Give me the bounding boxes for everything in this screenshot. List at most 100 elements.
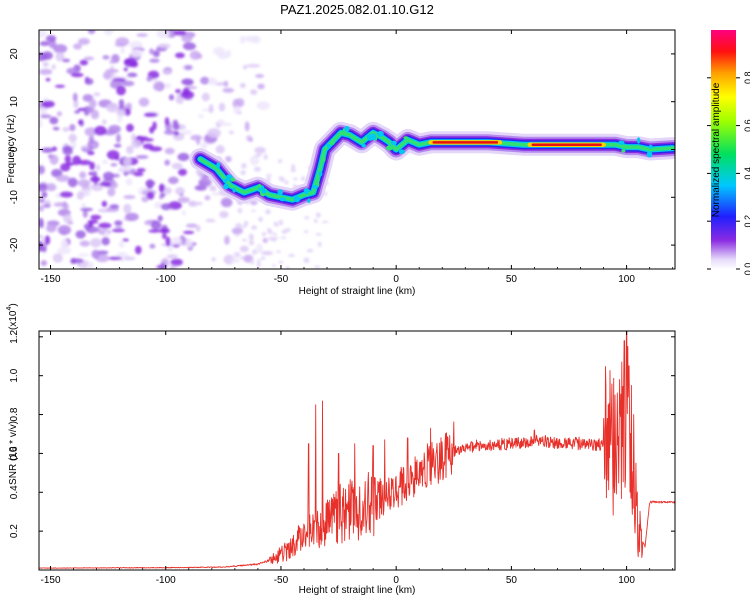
spectrogram-faint-blob [256,259,261,262]
spectrogram-x-tick-label: 0 [393,274,399,285]
spectrogram-noise-blob [53,44,68,54]
spectrogram-y-tick-label: -20 [9,237,20,252]
spectrogram-noise-blob [164,117,170,126]
spectrogram-faint-blob [265,174,273,177]
spectrogram-noise-blob [120,80,135,87]
spectrogram-noise-blob [44,235,51,245]
spectrogram-noise-blob [256,101,270,110]
spectrogram-noise-blob [88,98,97,109]
spectrogram-noise-blob [148,229,161,233]
spectrogram-noise-blob [78,38,90,45]
spectrogram-noise-blob [89,161,96,171]
spectrogram-noise-blob [90,109,100,120]
spectrogram-noise-blob [88,135,95,144]
colorbar-gradient [711,30,736,269]
spectrogram-noise-blob [239,82,246,89]
spectrogram-noise-blob [87,30,96,35]
spectrogram-noise-blob [89,176,101,183]
spectrogram-noise-blob [170,258,183,266]
spectrogram-ridge-blob [232,187,236,193]
spectrogram-noise-blob [228,130,234,135]
spectrogram-faint-blob [321,220,329,223]
snr-y-tick-label: 0.8 [9,407,20,421]
spectrogram-noise-blob [113,143,122,148]
spectrogram-faint-blob [301,176,306,182]
spectrogram-noise-blob [79,171,87,179]
spectrogram-y-tick-label: 0 [9,146,20,152]
spectrogram-y-tick-label: 20 [9,48,20,60]
spectrogram-noise-blob [123,157,131,168]
spectrogram-faint-blob [235,254,240,258]
spectrogram-y-tick-label: -10 [9,190,20,205]
spectrogram-noise-blob [39,41,51,46]
spectrogram-noise-blob [69,124,76,132]
spectrogram-ridge-blob [621,148,626,153]
spectrogram-faint-blob [240,255,244,260]
spectrogram-noise-blob [46,183,57,192]
spectrogram-noise-blob [108,256,123,261]
spectrogram-ridge-blob [312,184,318,189]
spectrogram-x-tick-label: -100 [156,274,176,285]
spectrogram-noise-blob [109,204,120,209]
spectrogram-noise-blob [42,61,49,68]
spectrogram-noise-blob [215,145,225,154]
spectrogram-noise-blob [75,230,86,239]
spectrogram-noise-blob [102,119,107,125]
spectrogram-faint-blob [252,249,257,255]
spectrogram-noise-blob [138,97,150,107]
spectrogram-noise-blob [116,85,126,96]
spectrogram-noise-blob [163,130,177,135]
spectrogram-noise-blob [214,82,227,86]
spectrogram-noise-blob [98,222,112,229]
snr-x-tick-label: 100 [618,575,635,586]
spectrogram-ridge-blob [230,177,236,182]
spectrogram-noise-blob [162,233,167,239]
spectrogram-noise-blob [181,78,194,86]
spectrogram-noise-blob [52,253,63,263]
spectrogram-noise-blob [77,179,91,187]
spectrogram-noise-blob [136,168,146,173]
spectrogram-ridge-blob [318,171,323,177]
spectrogram-faint-blob [303,257,310,263]
spectrogram-noise-blob [39,197,45,204]
spectrogram-noise-blob [41,191,48,198]
spectrogram-noise-blob [195,225,201,232]
spectrogram-noise-blob [126,123,134,132]
spectrogram-noise-blob [41,100,55,108]
spectrogram-noise-blob [225,49,232,58]
spectrogram-noise-blob [222,87,235,93]
spectrogram-noise-blob [262,237,268,244]
spectrogram-noise-blob [101,200,108,207]
spectrogram-noise-blob [205,218,216,223]
spectrogram-noise-blob [73,43,82,50]
spectrogram-noise-blob [173,30,187,36]
spectrogram-noise-blob [151,78,160,83]
spectrogram-noise-blob [185,223,198,228]
spectrogram-noise-blob [242,64,248,70]
spectrogram-ridge-blob [376,130,384,137]
spectrogram-faint-blob [251,225,258,230]
spectrogram-noise-blob [137,136,149,140]
spectrogram-noise-blob [93,92,101,97]
spectrogram-noise-blob [42,203,51,208]
spectrogram-noise-blob [177,196,190,203]
spectrogram-noise-blob [188,200,198,207]
spectrogram-noise-blob [220,197,233,208]
spectrogram-noise-blob [88,171,94,176]
spectrogram-noise-blob [157,43,171,49]
spectrogram-noise-blob [40,260,48,267]
spectrogram-noise-blob [63,214,72,223]
spectrogram-ridge-blob [293,195,301,203]
spectrogram-noise-blob [131,133,136,142]
spectrogram-noise-blob [217,119,225,125]
spectrogram-noise-blob [209,185,217,192]
spectrogram-faint-blob [242,238,247,242]
spectrogram-noise-blob [39,68,53,75]
spectrogram-noise-blob [208,104,214,114]
spectrogram-faint-blob [267,227,271,231]
spectrogram-faint-blob [258,216,264,222]
spectrogram-noise-blob [92,170,98,178]
spectrogram-noise-blob [39,188,47,192]
spectrogram-noise-blob [57,246,71,255]
